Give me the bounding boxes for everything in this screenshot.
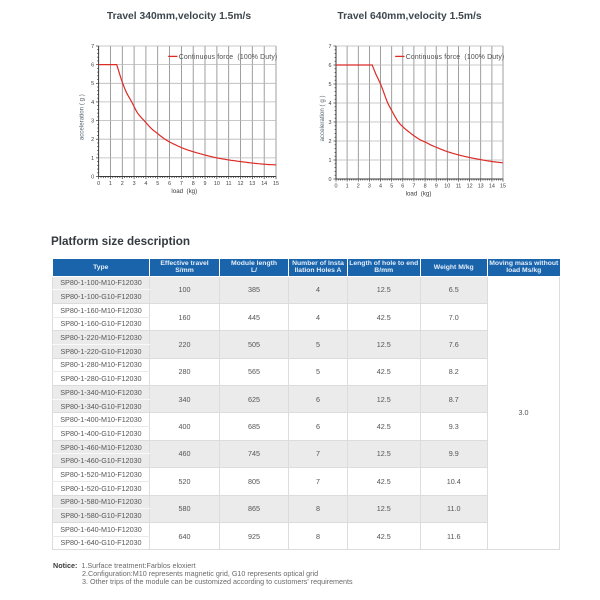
svg-text:1: 1 [109, 181, 112, 187]
svg-text:13: 13 [249, 181, 255, 187]
svg-text:5: 5 [390, 184, 393, 190]
svg-text:load (kg): load (kg) [171, 188, 197, 195]
svg-text:Continuous force (100% Duty): Continuous force (100% Duty) [406, 54, 505, 61]
svg-text:7: 7 [329, 44, 332, 50]
svg-text:11: 11 [456, 184, 462, 190]
svg-text:4: 4 [379, 184, 382, 190]
svg-text:14: 14 [261, 181, 267, 187]
svg-text:4: 4 [144, 181, 147, 187]
svg-text:3: 3 [133, 181, 136, 187]
svg-text:0: 0 [97, 181, 100, 187]
svg-text:acceleration ( g ): acceleration ( g ) [319, 95, 326, 141]
svg-text:9: 9 [204, 181, 207, 187]
svg-text:2: 2 [357, 184, 360, 190]
svg-text:7: 7 [180, 181, 183, 187]
svg-text:0: 0 [329, 177, 332, 183]
svg-text:6: 6 [329, 63, 332, 69]
svg-text:4: 4 [329, 101, 332, 107]
svg-text:6: 6 [168, 181, 171, 187]
svg-text:1: 1 [329, 158, 332, 164]
svg-text:11: 11 [226, 181, 232, 187]
svg-text:2: 2 [121, 181, 124, 187]
svg-text:8: 8 [192, 181, 195, 187]
svg-text:0: 0 [91, 174, 94, 180]
svg-text:load (kg): load (kg) [406, 191, 432, 198]
svg-text:7: 7 [91, 44, 94, 50]
svg-text:10: 10 [214, 181, 220, 187]
svg-text:7: 7 [412, 184, 415, 190]
svg-text:1: 1 [346, 184, 349, 190]
svg-text:15: 15 [500, 184, 506, 190]
svg-text:14: 14 [489, 184, 495, 190]
svg-text:10: 10 [444, 184, 450, 190]
svg-text:3: 3 [329, 120, 332, 126]
svg-text:1: 1 [91, 156, 94, 162]
svg-text:8: 8 [424, 184, 427, 190]
svg-text:3: 3 [91, 119, 94, 125]
svg-text:5: 5 [329, 82, 332, 88]
svg-text:Continuous force (100% Duty): Continuous force (100% Duty) [179, 54, 278, 61]
svg-text:15: 15 [273, 181, 279, 187]
svg-text:5: 5 [91, 81, 94, 87]
svg-text:13: 13 [478, 184, 484, 190]
svg-text:3: 3 [368, 184, 371, 190]
svg-text:6: 6 [401, 184, 404, 190]
svg-text:2: 2 [329, 139, 332, 145]
svg-text:6: 6 [91, 63, 94, 69]
svg-text:12: 12 [467, 184, 473, 190]
svg-text:5: 5 [156, 181, 159, 187]
svg-text:12: 12 [238, 181, 244, 187]
svg-text:9: 9 [435, 184, 438, 190]
svg-text:acceleration ( g ): acceleration ( g ) [79, 94, 86, 140]
svg-text:0: 0 [335, 184, 338, 190]
svg-text:2: 2 [91, 137, 94, 143]
svg-text:4: 4 [91, 100, 94, 106]
